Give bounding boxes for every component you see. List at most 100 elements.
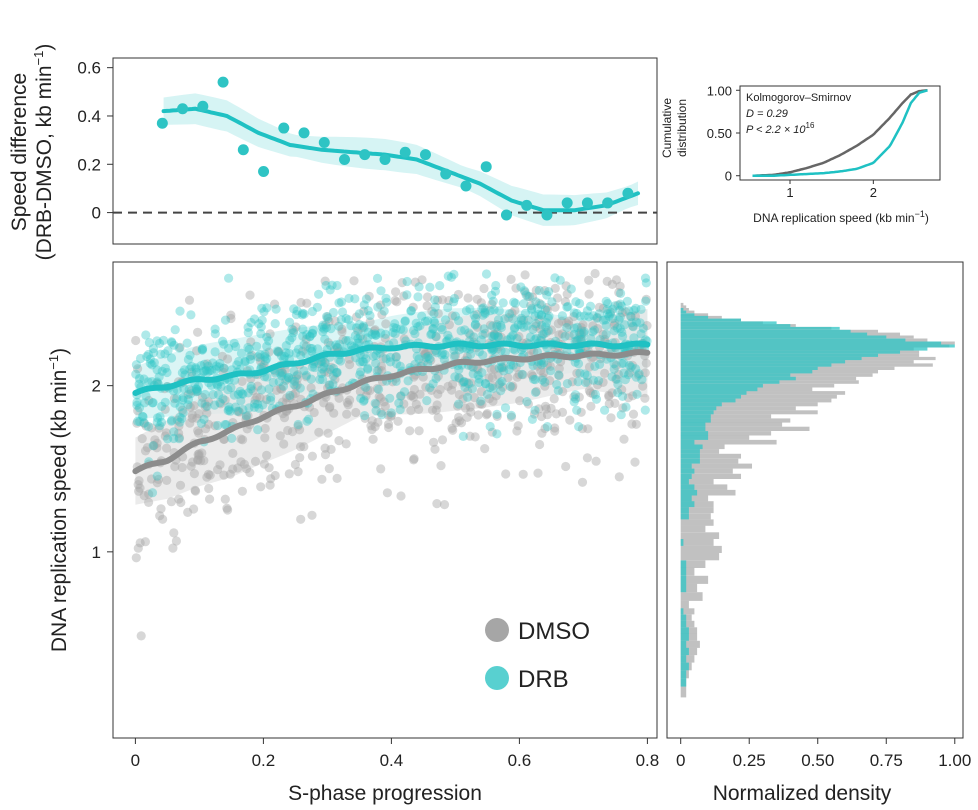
drb-point: [169, 433, 179, 444]
drb-point: [620, 320, 630, 330]
drb-point: [202, 401, 212, 411]
dmso-point: [427, 306, 437, 316]
density-bar-drb: [680, 662, 689, 671]
drb-point: [334, 321, 344, 331]
dmso-point: [393, 416, 403, 426]
drb-point: [468, 369, 478, 379]
dmso-point: [186, 461, 196, 471]
y-tick-label: 0.2: [77, 155, 101, 174]
dmso-point: [593, 380, 603, 390]
density-bar-drb: [680, 463, 692, 469]
dmso-point: [432, 499, 442, 509]
density-bar-drb: [680, 620, 687, 628]
dmso-point: [534, 404, 544, 414]
drb-point: [536, 300, 546, 310]
dmso-point: [550, 302, 560, 312]
dmso-point: [203, 397, 214, 407]
drb-point: [414, 354, 424, 364]
drb-point: [197, 345, 207, 355]
dmso-point: [477, 399, 487, 409]
dmso-point: [293, 421, 303, 431]
drb-point: [297, 310, 307, 320]
drb-point: [332, 280, 342, 291]
dmso-point: [527, 292, 538, 302]
dmso-point: [194, 428, 204, 438]
legend: DMSO DRB: [485, 618, 590, 693]
drb-point: [363, 306, 373, 316]
drb-point: [283, 372, 293, 382]
dmso-point: [377, 366, 387, 376]
density-bar-drb: [680, 410, 714, 415]
drb-point: [396, 324, 406, 334]
drb-point: [562, 322, 572, 333]
dmso-point: [196, 456, 206, 466]
dmso-point: [448, 425, 458, 435]
drb-point: [291, 309, 301, 320]
drb-point: [618, 331, 628, 341]
drb-point: [488, 321, 498, 331]
drb-point: [470, 319, 480, 329]
dmso-point: [193, 455, 203, 465]
dmso-point: [272, 385, 282, 395]
drb-point: [163, 346, 173, 356]
dmso-point: [177, 405, 187, 415]
drb-point: [223, 406, 233, 416]
dmso-point: [535, 324, 545, 334]
drb-point: [454, 365, 464, 375]
dmso-point: [281, 375, 291, 386]
dmso-point: [174, 421, 184, 431]
drb-point: [197, 345, 208, 355]
drb-point: [262, 354, 272, 364]
density-bar-drb: [680, 431, 709, 436]
dmso-point: [270, 470, 280, 481]
density-bar-drb: [680, 376, 796, 381]
dmso-point: [345, 360, 355, 370]
dmso-point: [228, 464, 238, 474]
dmso-point: [554, 364, 564, 374]
drb-point: [390, 329, 400, 339]
dmso-point: [584, 289, 594, 299]
density-bar-dmso: [680, 553, 720, 561]
dmso-point: [600, 368, 610, 378]
drb-point: [256, 329, 266, 339]
drb-point: [454, 373, 464, 383]
dmso-point: [355, 387, 365, 397]
speed-difference-point: [359, 149, 371, 161]
drb-point: [307, 362, 317, 372]
dmso-point: [620, 307, 631, 317]
density-bar-dmso: [680, 473, 742, 479]
drb-point: [538, 329, 548, 339]
dmso-point: [472, 294, 482, 304]
dmso-point: [131, 335, 141, 346]
drb-point: [325, 285, 335, 295]
drb-point: [145, 358, 155, 368]
drb-point: [336, 315, 346, 325]
drb-point: [496, 386, 506, 396]
dmso-point: [493, 370, 503, 380]
drb-point: [624, 360, 635, 371]
dmso-point: [584, 362, 595, 372]
drb-point: [449, 297, 459, 307]
drb-point: [454, 316, 464, 326]
drb-point: [167, 415, 177, 425]
dmso-point: [487, 299, 497, 309]
dmso-point: [537, 428, 547, 438]
drb-point: [254, 319, 264, 329]
dmso-point: [217, 351, 227, 361]
drb-point: [191, 367, 202, 378]
dmso-point: [610, 318, 620, 328]
density-bar-drb: [680, 350, 901, 354]
dmso-point: [574, 334, 584, 344]
speed-difference-ci-area: [163, 93, 639, 226]
drb-point: [376, 328, 386, 338]
drb-point: [371, 406, 381, 416]
drb-point: [607, 372, 617, 382]
drb-point: [169, 427, 179, 437]
drb-point: [601, 329, 611, 339]
dmso-point: [202, 408, 212, 418]
drb-point: [481, 379, 491, 389]
dmso-point: [236, 434, 246, 444]
drb-point: [244, 403, 254, 413]
density-bar-dmso: [680, 484, 728, 490]
dmso-point: [338, 335, 348, 345]
